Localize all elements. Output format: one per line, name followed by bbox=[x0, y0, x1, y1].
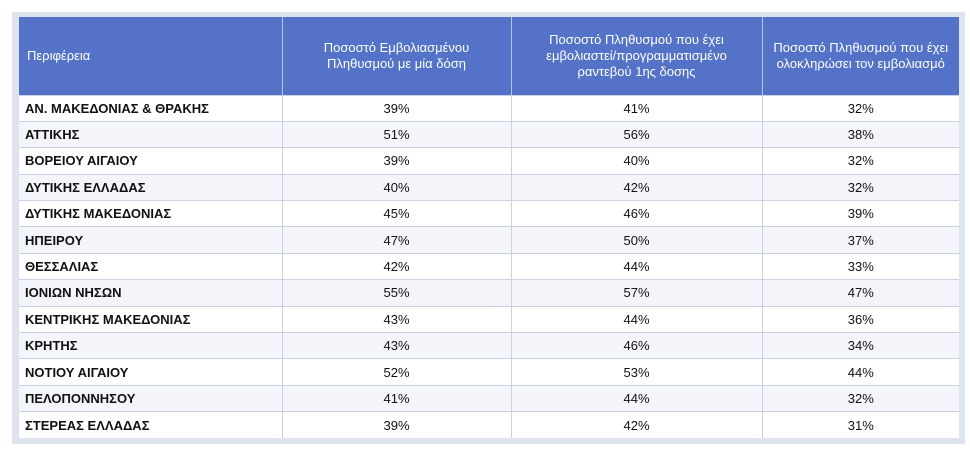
first-dose-scheduled-cell: 57% bbox=[511, 279, 763, 307]
completed-cell: 32% bbox=[762, 94, 959, 122]
one-dose-cell: 47% bbox=[282, 226, 512, 254]
column-header-first-dose-scheduled: Ποσοστό Πληθυσμού που έχει εμβολιαστεί/π… bbox=[511, 17, 763, 95]
completed-cell: 32% bbox=[762, 147, 959, 175]
region-cell: ΑΤΤΙΚΗΣ bbox=[19, 120, 283, 148]
first-dose-scheduled-cell: 46% bbox=[511, 332, 763, 359]
first-dose-scheduled-cell: 44% bbox=[511, 384, 763, 412]
first-dose-scheduled-cell: 53% bbox=[511, 358, 763, 386]
table-row: ΠΕΛΟΠΟΝΝΗΣΟΥ 41% 44% 32% bbox=[19, 384, 959, 412]
one-dose-cell: 40% bbox=[282, 173, 512, 201]
completed-cell: 39% bbox=[762, 200, 959, 227]
table-row: ΚΡΗΤΗΣ 43% 46% 34% bbox=[19, 332, 959, 359]
region-cell: ΙΟΝΙΩΝ ΝΗΣΩΝ bbox=[19, 279, 283, 307]
table-row: ΙΟΝΙΩΝ ΝΗΣΩΝ 55% 57% 47% bbox=[19, 279, 959, 307]
region-cell: ΝΟΤΙΟΥ ΑΙΓΑΙΟΥ bbox=[19, 358, 283, 386]
region-cell: ΠΕΛΟΠΟΝΝΗΣΟΥ bbox=[19, 384, 283, 412]
table-row: ΑΤΤΙΚΗΣ 51% 56% 38% bbox=[19, 120, 959, 148]
one-dose-cell: 52% bbox=[282, 358, 512, 386]
first-dose-scheduled-cell: 46% bbox=[511, 200, 763, 227]
completed-cell: 34% bbox=[762, 332, 959, 359]
table-row: ΑΝ. ΜΑΚΕΔΟΝΙΑΣ & ΘΡΑΚΗΣ 39% 41% 32% bbox=[19, 94, 959, 122]
table-row: ΔΥΤΙΚΗΣ ΜΑΚΕΔΟΝΙΑΣ 45% 46% 39% bbox=[19, 200, 959, 227]
region-cell: ΚΡΗΤΗΣ bbox=[19, 332, 283, 359]
column-header-completed: Ποσοστό Πληθυσμού που έχει ολοκληρώσει τ… bbox=[762, 17, 959, 95]
table-row: ΝΟΤΙΟΥ ΑΙΓΑΙΟΥ 52% 53% 44% bbox=[19, 358, 959, 386]
one-dose-cell: 39% bbox=[282, 147, 512, 175]
table-frame: Περιφέρεια Ποσοστό Εμβολιασμένου Πληθυσμ… bbox=[12, 12, 965, 444]
completed-cell: 33% bbox=[762, 252, 959, 280]
one-dose-cell: 39% bbox=[282, 94, 512, 122]
completed-cell: 47% bbox=[762, 279, 959, 307]
completed-cell: 38% bbox=[762, 120, 959, 148]
first-dose-scheduled-cell: 42% bbox=[511, 411, 763, 439]
first-dose-scheduled-cell: 40% bbox=[511, 147, 763, 175]
completed-cell: 36% bbox=[762, 305, 959, 333]
one-dose-cell: 42% bbox=[282, 252, 512, 280]
completed-cell: 44% bbox=[762, 358, 959, 386]
table-row: ΒΟΡΕΙΟΥ ΑΙΓΑΙΟΥ 39% 40% 32% bbox=[19, 147, 959, 175]
region-cell: ΚΕΝΤΡΙΚΗΣ ΜΑΚΕΔΟΝΙΑΣ bbox=[19, 305, 283, 333]
one-dose-cell: 51% bbox=[282, 120, 512, 148]
table-row: ΔΥΤΙΚΗΣ ΕΛΛΑΔΑΣ 40% 42% 32% bbox=[19, 173, 959, 201]
region-cell: ΣΤΕΡΕΑΣ ΕΛΛΑΔΑΣ bbox=[19, 411, 283, 439]
region-cell: ΗΠΕΙΡΟΥ bbox=[19, 226, 283, 254]
region-cell: ΔΥΤΙΚΗΣ ΕΛΛΑΔΑΣ bbox=[19, 173, 283, 201]
table-row: ΚΕΝΤΡΙΚΗΣ ΜΑΚΕΔΟΝΙΑΣ 43% 44% 36% bbox=[19, 305, 959, 333]
column-header-region: Περιφέρεια bbox=[19, 17, 283, 95]
table-row: ΘΕΣΣΑΛΙΑΣ 42% 44% 33% bbox=[19, 252, 959, 280]
column-header-one-dose: Ποσοστό Εμβολιασμένου Πληθυσμού με μία δ… bbox=[282, 17, 512, 95]
first-dose-scheduled-cell: 44% bbox=[511, 252, 763, 280]
one-dose-cell: 39% bbox=[282, 411, 512, 439]
table-header-row: Περιφέρεια Ποσοστό Εμβολιασμένου Πληθυσμ… bbox=[19, 17, 959, 95]
completed-cell: 32% bbox=[762, 384, 959, 412]
completed-cell: 32% bbox=[762, 173, 959, 201]
first-dose-scheduled-cell: 41% bbox=[511, 94, 763, 122]
region-cell: ΒΟΡΕΙΟΥ ΑΙΓΑΙΟΥ bbox=[19, 147, 283, 175]
region-cell: ΑΝ. ΜΑΚΕΔΟΝΙΑΣ & ΘΡΑΚΗΣ bbox=[19, 94, 283, 122]
completed-cell: 31% bbox=[762, 411, 959, 439]
one-dose-cell: 43% bbox=[282, 305, 512, 333]
first-dose-scheduled-cell: 56% bbox=[511, 120, 763, 148]
first-dose-scheduled-cell: 42% bbox=[511, 173, 763, 201]
region-cell: ΘΕΣΣΑΛΙΑΣ bbox=[19, 252, 283, 280]
first-dose-scheduled-cell: 50% bbox=[511, 226, 763, 254]
table-body: ΑΝ. ΜΑΚΕΔΟΝΙΑΣ & ΘΡΑΚΗΣ 39% 41% 32% ΑΤΤΙ… bbox=[19, 94, 959, 439]
table-row: ΣΤΕΡΕΑΣ ΕΛΛΑΔΑΣ 39% 42% 31% bbox=[19, 411, 959, 439]
vaccination-table: Περιφέρεια Ποσοστό Εμβολιασμένου Πληθυσμ… bbox=[19, 17, 959, 439]
first-dose-scheduled-cell: 44% bbox=[511, 305, 763, 333]
one-dose-cell: 55% bbox=[282, 279, 512, 307]
one-dose-cell: 41% bbox=[282, 384, 512, 412]
one-dose-cell: 45% bbox=[282, 200, 512, 227]
region-cell: ΔΥΤΙΚΗΣ ΜΑΚΕΔΟΝΙΑΣ bbox=[19, 200, 283, 227]
one-dose-cell: 43% bbox=[282, 332, 512, 359]
completed-cell: 37% bbox=[762, 226, 959, 254]
table-row: ΗΠΕΙΡΟΥ 47% 50% 37% bbox=[19, 226, 959, 254]
